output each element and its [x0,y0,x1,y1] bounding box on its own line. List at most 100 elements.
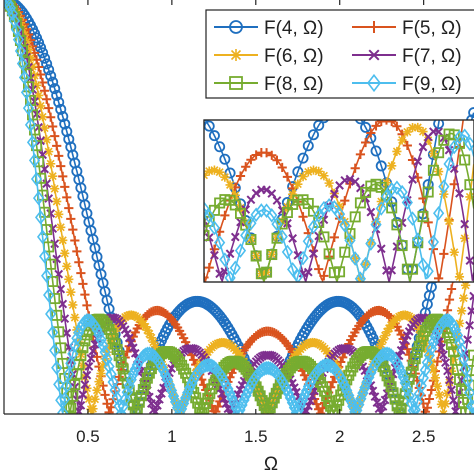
main-marker-5 [44,103,54,113]
main-marker-4 [57,111,69,123]
main-marker-8 [462,393,474,405]
main-marker-9 [198,359,210,374]
main-marker-6 [446,366,457,376]
main-marker-9 [296,393,309,408]
main-marker-8 [23,81,35,93]
inset-marker-4 [360,121,372,133]
main-marker-7 [447,385,456,395]
main-marker-9 [180,390,192,406]
inset-marker-7 [444,145,454,155]
legend-item: F(5, Ω) [352,18,462,39]
inset-marker-9 [266,208,278,223]
inset-marker-7 [418,142,428,152]
inset-marker-9 [204,201,210,216]
main-marker-9 [14,43,27,59]
main-marker-9 [47,325,59,340]
inset-marker-8 [204,230,210,242]
inset-marker-7 [293,250,303,260]
main-marker-5 [72,246,82,256]
main-marker-6 [56,222,66,232]
inset-marker-5 [209,244,220,254]
main-marker-7 [86,353,96,363]
main-marker-6 [380,331,390,341]
inset-marker-6 [324,178,334,188]
inset-marker-6 [439,189,449,199]
main-marker-5 [58,171,68,181]
legend-label: F(5, Ω) [402,18,462,39]
inset-marker-5 [387,120,397,127]
inset-marker-9 [297,250,309,266]
inset-marker-9 [333,206,346,222]
main-marker-5 [211,407,221,414]
main-marker-5 [328,377,338,387]
inset-marker-9 [438,179,450,194]
main-marker-8 [115,356,127,368]
main-marker-6 [104,341,114,351]
main-marker-6 [52,196,62,207]
main-marker-9 [363,370,375,385]
main-marker-9 [379,346,391,362]
main-marker-9 [43,287,55,303]
main-marker-9 [341,383,353,398]
main-marker-9 [462,373,474,388]
main-marker-5 [46,112,56,122]
main-marker-7 [463,335,473,345]
main-marker-9 [399,375,411,391]
main-marker-6 [112,322,122,332]
main-marker-7 [146,399,156,408]
inset-marker-9 [459,128,471,144]
main-marker-8 [411,346,423,358]
main-marker-4 [55,103,67,115]
inset-marker-9 [391,180,403,196]
main-marker-9 [451,328,464,343]
main-marker-7 [62,328,72,338]
legend-marker [229,20,243,34]
main-marker-6 [66,287,76,297]
inset-marker-6 [209,165,220,175]
main-marker-7 [126,338,136,348]
inset-marker-7 [288,233,298,243]
inset-series-5 [204,120,465,282]
main-marker-9 [345,393,357,409]
main-marker-6 [29,71,40,81]
main-marker-6 [376,339,386,349]
main-marker-7 [157,389,166,398]
main-marker-9 [61,378,73,394]
main-marker-7 [84,362,94,371]
main-marker-6 [98,361,108,371]
main-marker-4 [51,89,63,101]
legend: F(4, Ω) F(5, Ω) F(6, Ω) F(7, Ω) F(8, Ω) F(9, … [205,9,474,99]
main-marker-9 [165,383,178,398]
main-marker-4 [49,83,61,95]
main-marker-4 [53,96,65,108]
main-marker-5 [64,203,74,213]
inset-marker-9 [214,235,226,250]
main-marker-9 [93,327,105,342]
main-marker-7 [287,378,297,388]
inset-marker-9 [219,252,231,267]
inset-marker-8 [261,266,273,278]
main-marker-5 [189,355,199,365]
main-marker-8 [387,387,399,399]
main-marker-6 [448,355,459,365]
main-marker-9 [278,377,290,393]
main-marker-6 [48,171,58,181]
inset-marker-8 [349,211,361,223]
main-marker-7 [50,239,60,249]
main-marker-7 [52,254,62,264]
main-marker-6 [44,147,54,157]
main-marker-7 [396,345,406,355]
main-marker-9 [280,381,292,397]
main-marker-9 [232,405,244,414]
main-marker-4 [45,70,57,82]
main-marker-9 [161,372,174,388]
main-marker-7 [155,394,164,404]
main-marker-9 [184,380,196,396]
main-marker-7 [304,401,313,411]
main-marker-4 [61,125,73,137]
main-marker-9 [361,375,373,390]
main-marker-9 [401,381,413,397]
main-marker-9 [449,322,462,338]
inset-marker-5 [366,128,376,138]
